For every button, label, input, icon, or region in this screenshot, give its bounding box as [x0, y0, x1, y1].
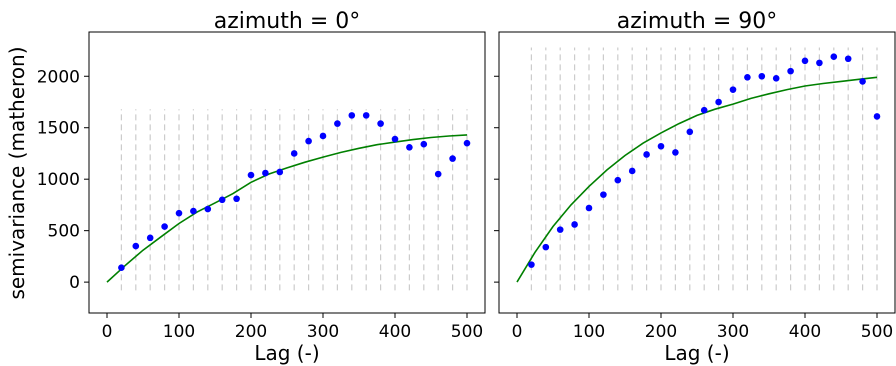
- data-point: [348, 112, 356, 119]
- data-point: [571, 221, 578, 228]
- data-point: [715, 98, 722, 106]
- axes-frame: [88, 31, 486, 314]
- plot-area: 0 100 200 300 400 500 0 500 1000 1500 2000: [37, 31, 486, 342]
- x-tick-label: 300: [307, 322, 339, 342]
- data-point: [628, 167, 636, 175]
- data-point: [816, 59, 823, 67]
- data-point: [844, 55, 852, 63]
- data-point: [830, 53, 838, 61]
- data-point: [463, 139, 471, 147]
- y-tick-label: 1500: [37, 119, 80, 139]
- data-point: [290, 150, 298, 157]
- x-axis-label: Lag (-): [254, 341, 319, 365]
- data-point: [449, 155, 456, 162]
- data-point: [542, 243, 550, 251]
- model-curve: [516, 76, 878, 283]
- data-point: [801, 57, 809, 65]
- x-tick-label: 0: [512, 322, 523, 342]
- y-tick-label: 2000: [37, 67, 80, 87]
- data-point: [686, 128, 694, 136]
- plot-area: 0 100 200 300 400 500: [494, 31, 896, 342]
- data-point: [218, 196, 226, 204]
- y-tick-label: 1000: [37, 170, 80, 190]
- data-point: [657, 142, 665, 150]
- data-point: [729, 86, 737, 93]
- data-point: [700, 106, 708, 114]
- data-point: [233, 195, 240, 203]
- y-axis-label: semivariance (matheron): [5, 46, 29, 299]
- panel-title: azimuth = 0°: [214, 9, 361, 34]
- data-point: [556, 226, 564, 233]
- data-point: [600, 191, 607, 198]
- data-point: [585, 204, 593, 212]
- x-tick-label: 100: [163, 322, 195, 342]
- x-tick-label: 200: [235, 322, 267, 342]
- data-point: [276, 168, 284, 176]
- data-point: [614, 176, 622, 184]
- data-point: [118, 264, 125, 272]
- data-point: [672, 149, 679, 156]
- x-tick-label: 200: [645, 322, 677, 342]
- x-tick-label: 0: [102, 322, 113, 342]
- y-tick-label: 500: [48, 222, 80, 242]
- data-point: [161, 223, 168, 230]
- data-point: [247, 171, 255, 179]
- y-tick-label: 0: [69, 273, 80, 293]
- data-point: [377, 120, 384, 127]
- data-point: [859, 78, 866, 85]
- data-point: [758, 72, 766, 80]
- data-point: [262, 169, 269, 177]
- x-tick-label: 300: [717, 322, 749, 342]
- panel-title: azimuth = 90°: [617, 9, 778, 34]
- x-tick-label: 400: [379, 322, 411, 342]
- x-axis-label: Lag (-): [664, 341, 729, 365]
- data-point: [391, 135, 399, 143]
- data-point: [362, 112, 370, 119]
- x-tick-label: 500: [451, 322, 483, 342]
- data-point: [873, 113, 881, 120]
- data-point: [319, 132, 327, 140]
- data-point: [334, 120, 341, 127]
- data-point: [787, 67, 794, 75]
- data-point: [643, 151, 650, 158]
- model-curve: [106, 134, 468, 283]
- data-point: [175, 209, 183, 217]
- data-point: [420, 140, 428, 148]
- x-tick-label: 400: [789, 322, 821, 342]
- data-point: [406, 143, 413, 151]
- data-point: [434, 170, 442, 178]
- data-point: [305, 137, 312, 145]
- data-point: [772, 75, 780, 82]
- data-point: [132, 242, 140, 250]
- data-point: [190, 207, 197, 215]
- data-point: [528, 261, 535, 268]
- data-point: [146, 234, 154, 242]
- data-point: [204, 205, 212, 213]
- data-point: [744, 73, 751, 81]
- axes-frame: [498, 31, 896, 314]
- x-tick-label: 500: [861, 322, 893, 342]
- panel-azimuth-90: azimuth = 90° Lag (-) 0 100 200 300 400 500: [494, 9, 896, 365]
- panel-azimuth-0: azimuth = 0° Lag (-) semivariance (mathe…: [5, 9, 486, 365]
- x-tick-label: 100: [573, 322, 605, 342]
